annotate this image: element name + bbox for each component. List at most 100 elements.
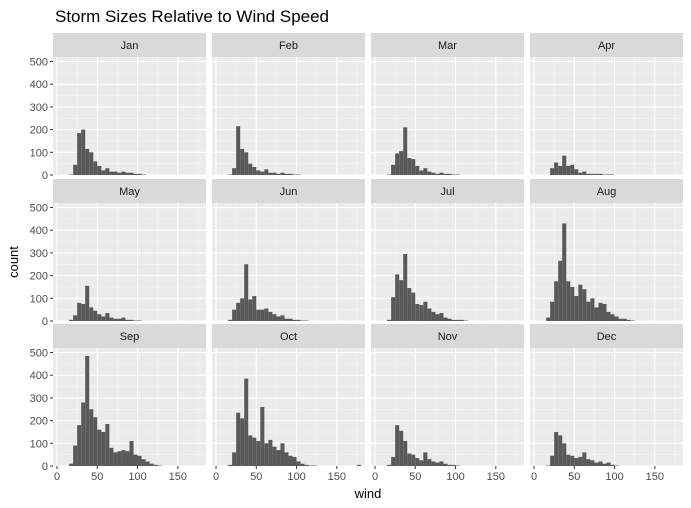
histogram-bar <box>590 460 595 466</box>
histogram-bar <box>403 441 408 466</box>
x-tick-label: 100 <box>287 471 305 483</box>
histogram-bar <box>594 307 599 321</box>
histogram-bar <box>387 464 392 466</box>
histogram-bar <box>81 129 86 175</box>
histogram-bar <box>550 301 555 321</box>
histogram-bar <box>578 456 583 466</box>
facet-strip <box>371 179 524 203</box>
y-tick-label: 0 <box>42 170 48 182</box>
histogram-bar <box>606 462 611 466</box>
facet-panel-oct: Oct 0 50 100 150 <box>212 324 365 483</box>
facet-panel-jun: Jun <box>212 179 365 322</box>
y-tick-label: 0 <box>42 461 48 473</box>
histogram-bar <box>439 313 444 321</box>
histogram-bar <box>554 281 559 321</box>
histogram-bar <box>439 172 444 175</box>
facet-label: Feb <box>279 40 298 52</box>
histogram-bar <box>411 159 416 175</box>
histogram-bar <box>133 173 138 175</box>
x-tick-label: 100 <box>605 471 623 483</box>
histogram-bar <box>399 280 404 321</box>
facet-panel-sep: Sep 0 100 200 300 400 500 0 50 100 150 <box>30 324 206 483</box>
histogram-bar <box>276 450 281 466</box>
histogram-bar <box>590 298 595 321</box>
facet-strip <box>530 179 683 203</box>
histogram-bar <box>427 459 432 466</box>
histogram-bar <box>443 463 448 466</box>
x-tick-label: 150 <box>169 471 187 483</box>
histogram-bar <box>89 152 94 175</box>
x-tick-label: 50 <box>409 471 421 483</box>
histogram-bar <box>606 311 611 321</box>
histogram-bar <box>236 302 241 321</box>
facet-strip <box>371 324 524 348</box>
histogram-bar <box>419 305 424 321</box>
panel-background <box>212 57 365 175</box>
histogram-bar <box>288 173 293 175</box>
histogram-bar <box>546 317 551 321</box>
histogram-bar <box>296 319 301 321</box>
histogram-bar <box>574 169 579 175</box>
histogram-bar <box>153 464 158 466</box>
histogram-bar <box>419 170 424 175</box>
histogram-bar <box>566 454 571 466</box>
histogram-bar <box>252 437 257 466</box>
histogram-bar <box>554 162 559 175</box>
panel-background <box>53 57 206 175</box>
facet-strip <box>53 324 206 348</box>
histogram-bar <box>256 441 261 466</box>
histogram-bar <box>77 302 82 321</box>
histogram-bar <box>407 157 412 175</box>
histogram-bar <box>97 165 102 175</box>
histogram-bar <box>232 452 237 466</box>
y-tick-label: 400 <box>30 79 48 91</box>
histogram-bar <box>455 319 460 321</box>
histogram-bar <box>77 133 82 175</box>
histogram-bar <box>570 286 575 321</box>
histogram-bar <box>598 173 603 175</box>
histogram-bar <box>117 451 122 466</box>
histogram-bar <box>149 463 154 466</box>
facet-panel-nov: Nov 0 50 100 150 <box>371 324 524 483</box>
histogram-bar <box>268 439 273 466</box>
panel-background <box>212 203 365 321</box>
facet-label: Apr <box>598 40 615 52</box>
histogram-bar <box>121 450 126 466</box>
panel-background <box>371 57 524 175</box>
histogram-bar <box>602 463 607 466</box>
panel-background <box>371 348 524 466</box>
histogram-bar <box>228 464 233 466</box>
histogram-bar <box>121 317 126 321</box>
histogram-bar <box>419 460 424 466</box>
histogram-bar <box>439 461 444 466</box>
histogram-bar <box>578 284 583 321</box>
x-tick-label: 0 <box>54 471 60 483</box>
histogram-bar <box>395 274 400 321</box>
y-tick-label: 400 <box>30 225 48 237</box>
histogram-bar <box>598 461 603 466</box>
facet-strip <box>53 179 206 203</box>
histogram-bar <box>598 302 603 321</box>
histogram-bar <box>550 168 555 175</box>
facet-label: Dec <box>597 331 617 343</box>
histogram-bar <box>395 153 400 175</box>
histogram-bar <box>447 318 452 321</box>
histogram-bar <box>248 299 253 321</box>
histogram-bar <box>129 172 134 175</box>
histogram-bar <box>260 171 265 175</box>
y-tick-label: 0 <box>42 316 48 328</box>
histogram-bar <box>280 315 285 321</box>
facet-panel-jul: Jul <box>371 179 524 322</box>
facet-label: Jul <box>440 186 454 198</box>
panel-background <box>530 348 683 466</box>
histogram-bar <box>423 452 428 466</box>
y-tick-label: 100 <box>30 147 48 159</box>
histogram-bar <box>101 170 106 175</box>
histogram-bar <box>288 455 293 466</box>
histogram-bar <box>415 458 420 466</box>
facet-label: Jan <box>121 40 139 52</box>
histogram-bar <box>113 318 118 321</box>
histogram-bar <box>93 161 98 175</box>
x-tick-label: 150 <box>646 471 664 483</box>
histogram-bar <box>232 309 237 321</box>
